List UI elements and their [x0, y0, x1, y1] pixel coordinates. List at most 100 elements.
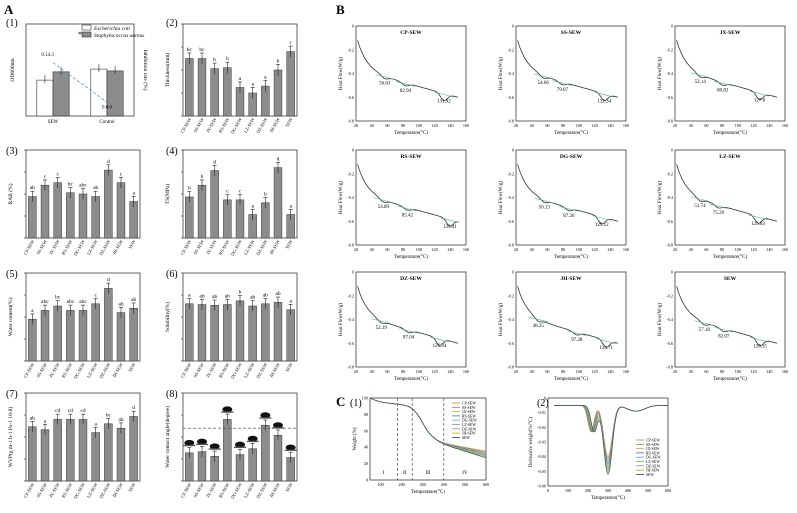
- dsc-jh-sew-xtick-label: 120: [591, 369, 597, 374]
- p3-sig-letter: c: [56, 171, 59, 177]
- dsc-rs-sew-ytick-label: -0.4: [347, 195, 355, 200]
- p2-category-label: CP-SEW: [180, 116, 193, 133]
- c1-legend-label: LZ-SEW: [462, 423, 476, 427]
- p4-sig-letter: d: [213, 159, 216, 165]
- dsc-lz-sew-xtick-label: 40: [689, 247, 693, 252]
- c2-ytick-label: -0.02: [537, 425, 546, 430]
- dsc-ss-sew-xtick-label: 60: [545, 123, 549, 128]
- dsc-ss-sew-ytick-label: -0.8: [507, 119, 514, 124]
- legend-swatch-e-coli: [81, 24, 92, 31]
- dsc-sew-xtick-label: 160: [782, 369, 788, 374]
- dsc-dg-sew-ytick-label: -0.6: [507, 219, 514, 224]
- dsc-dg-sew-peak-label: 129.12: [595, 223, 609, 228]
- p4-bar: [223, 199, 232, 239]
- dsc-jh-sew-peak-label: 48.25: [533, 324, 545, 329]
- dsc-cp-sew-fit-line: [375, 74, 395, 80]
- dsc-jh-sew-xlabel: Temperature(°C): [554, 377, 588, 382]
- p4-bar: [210, 170, 219, 239]
- p5-category-label: JH-SEW: [112, 361, 125, 378]
- dsc-dg-sew-peak-label: 87.26: [563, 214, 575, 219]
- c1-region-label: IV: [462, 471, 468, 476]
- p1-bar-s-aureus: [52, 71, 70, 117]
- dsc-lz-sew-peak-label: 75.29: [713, 211, 725, 216]
- dsc-jh-sew-fit-line: [596, 338, 616, 344]
- dsc-dg-sew-ytick-label: -0.2: [507, 171, 514, 176]
- dsc-cp-sew-title: CP-SEW: [400, 30, 422, 36]
- c1-ytick-label: 80: [364, 412, 368, 417]
- p7-bar: [116, 427, 126, 482]
- dsc-sew-title: SEW: [724, 276, 737, 282]
- section-label-b: B: [336, 2, 345, 17]
- p3-bar: [40, 184, 50, 239]
- c2-xtick-label: 300: [605, 488, 611, 493]
- p4-ylabel: TS(MPa): [164, 184, 171, 205]
- p4-category-label: RS-SEW: [218, 238, 231, 255]
- p7-sig-letter: a: [94, 421, 97, 427]
- dsc-sew-fit-line: [694, 320, 714, 326]
- p8-droplet-image: [285, 444, 296, 451]
- dsc-sew-xtick-label: 140: [766, 369, 772, 374]
- dsc-ss-sew-peak-label: 54.66: [538, 81, 550, 86]
- p8-droplet-image: [260, 412, 271, 419]
- p2-sig-letter: c: [289, 40, 292, 46]
- dsc-cp-sew-fit-line: [434, 91, 454, 98]
- p8-droplet-base: [208, 448, 221, 450]
- dsc-dz-sew-xtick-label: 40: [370, 369, 374, 374]
- dsc-dg-sew-ytick-label: -0.8: [507, 243, 514, 248]
- dsc-jx-sew-xtick-label: 60: [704, 123, 708, 128]
- p5-sig-letter: abc: [67, 299, 75, 305]
- p7-category-label: CP-SEW: [23, 481, 36, 498]
- charts-layer: bcCP-SEWbcSS-SEWbJX-SEWbRS-SEWaDG-SEWaLZ…: [7, 24, 788, 502]
- dsc-dz-sew-peak-label: 126.34: [433, 344, 447, 349]
- p3-category-label: RS-SEW: [61, 238, 74, 255]
- p3-bar: [53, 182, 62, 239]
- dsc-rs-sew-ytick-label: -0.8: [347, 243, 354, 248]
- p4-category-label: DZ-SEW: [255, 238, 268, 256]
- p6-sig-letter: b: [239, 290, 242, 296]
- p3-bar: [78, 193, 88, 239]
- dsc-rs-sew-curve: [357, 164, 459, 227]
- p5-bar: [28, 318, 37, 362]
- p2-bar: [286, 51, 295, 117]
- dsc-jx-sew-ytick-label: -0.6: [666, 95, 673, 100]
- p1-annotation: 0.14.3: [41, 53, 54, 58]
- dsc-dz-sew-xtick-label: 80: [401, 369, 405, 374]
- dsc-dg-sew-xlabel: Temperature(°C): [554, 255, 588, 260]
- dsc-rs-sew-peak-label: 85.42: [402, 213, 414, 218]
- p7-category-label: SEW: [127, 481, 136, 492]
- c1-region-label: I: [383, 471, 385, 476]
- p6-sig-letter: ab: [263, 293, 268, 299]
- dsc-dg-sew-fit-line: [592, 215, 612, 221]
- p6-bar: [197, 304, 207, 362]
- c1-legend-label: CP-SEW: [462, 402, 476, 406]
- p7-bar: [91, 432, 100, 482]
- p7-bar: [28, 426, 37, 482]
- c2-xtick-label: 500: [645, 488, 651, 493]
- dsc-dz-sew-fit-line: [430, 336, 450, 343]
- p4-category-label: JX-SEW: [205, 238, 218, 255]
- legend-swatch-s-aureus: [81, 31, 92, 38]
- p3-category-label: SS-SEW: [36, 238, 49, 255]
- dsc-cp-sew-peak-label: 56.63: [379, 82, 391, 87]
- dsc-dz-sew-curve: [357, 286, 459, 346]
- dsc-lz-sew-xtick-label: 140: [766, 247, 772, 252]
- p3-category-label: JH-SEW: [112, 238, 125, 255]
- c1-ytick-label: 60: [364, 428, 368, 433]
- dsc-jx-sew-xtick-label: 160: [782, 123, 788, 128]
- p8-category-label: LZ-SEW: [243, 481, 256, 498]
- p6-sig-letter: ab: [250, 295, 255, 301]
- dsc-cp-sew-xtick-label: 100: [416, 123, 422, 128]
- dsc-rs-sew-fit-line: [373, 197, 393, 203]
- dsc-lz-sew-ytick-label: -0.4: [666, 195, 674, 200]
- c1-region-label: III: [426, 471, 431, 476]
- p7-ylabel: WVP(g m-1 h-1 Pa-1 10-8): [7, 407, 14, 468]
- p8-droplet-base: [272, 427, 284, 429]
- dsc-jh-sew-frame: [515, 271, 627, 368]
- p8-category-label: SS-SEW: [193, 481, 206, 498]
- c2-legend-label: JH-SEW: [646, 469, 660, 473]
- p3-sig-letter: bc: [68, 181, 74, 187]
- panel-label-c2: (2): [537, 398, 549, 409]
- p1-ylabel: OD600nm: [10, 58, 16, 82]
- p8-category-label: JH-SEW: [269, 481, 282, 498]
